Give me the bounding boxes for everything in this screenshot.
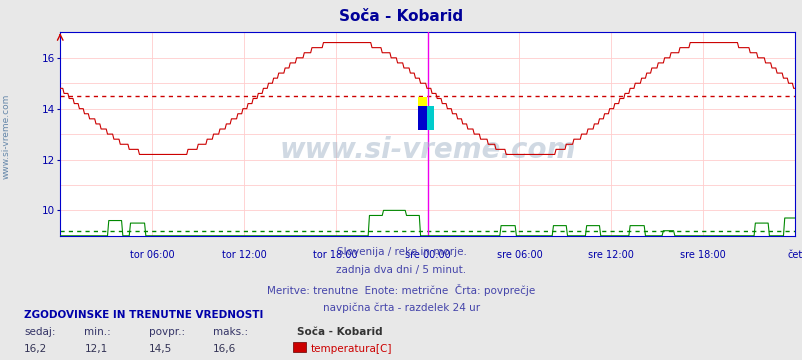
Text: 12,1: 12,1 [84, 344, 107, 354]
Text: sre 06:00: sre 06:00 [496, 250, 541, 260]
Bar [418, 98, 427, 122]
Bar [418, 105, 427, 130]
Text: čet: čet [787, 250, 801, 260]
Text: Soča - Kobarid: Soča - Kobarid [339, 9, 463, 24]
Text: 16,6: 16,6 [213, 344, 236, 354]
Text: Slovenija / reke in morje.: Slovenija / reke in morje. [336, 247, 466, 257]
Text: povpr.:: povpr.: [148, 327, 184, 337]
Text: www.si-vreme.com: www.si-vreme.com [2, 94, 11, 180]
Text: min.:: min.: [84, 327, 111, 337]
Text: Soča - Kobarid: Soča - Kobarid [297, 327, 383, 337]
Text: 14,5: 14,5 [148, 344, 172, 354]
Text: www.si-vreme.com: www.si-vreme.com [279, 136, 575, 165]
Text: sre 00:00: sre 00:00 [404, 250, 450, 260]
Text: sre 18:00: sre 18:00 [679, 250, 725, 260]
Text: maks.:: maks.: [213, 327, 248, 337]
Text: zadnja dva dni / 5 minut.: zadnja dva dni / 5 minut. [336, 265, 466, 275]
Text: temperatura[C]: temperatura[C] [310, 344, 391, 354]
Text: navpična črta - razdelek 24 ur: navpična črta - razdelek 24 ur [322, 303, 480, 313]
Text: tor 18:00: tor 18:00 [313, 250, 358, 260]
Text: tor 06:00: tor 06:00 [130, 250, 174, 260]
Text: Meritve: trenutne  Enote: metrične  Črta: povprečje: Meritve: trenutne Enote: metrične Črta: … [267, 284, 535, 296]
Text: tor 12:00: tor 12:00 [221, 250, 266, 260]
Text: ZGODOVINSKE IN TRENUTNE VREDNOSTI: ZGODOVINSKE IN TRENUTNE VREDNOSTI [24, 310, 263, 320]
Text: sedaj:: sedaj: [24, 327, 55, 337]
Text: sre 12:00: sre 12:00 [588, 250, 634, 260]
Bar [425, 105, 434, 130]
Text: 16,2: 16,2 [24, 344, 47, 354]
